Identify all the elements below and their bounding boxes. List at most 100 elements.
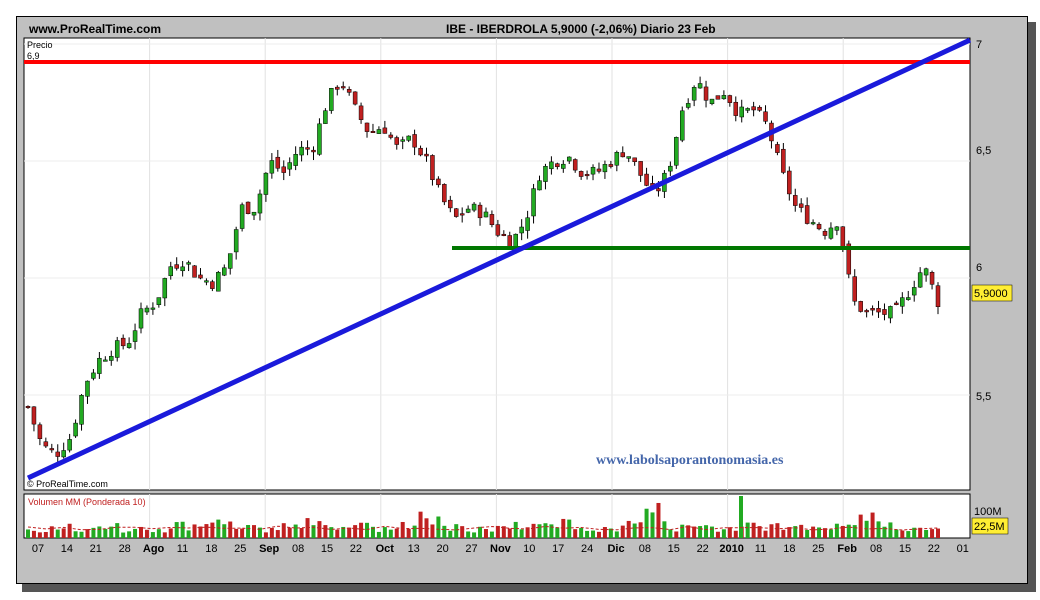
volume-bar	[293, 524, 298, 538]
candle-body	[25, 406, 31, 409]
candle-body	[852, 276, 857, 302]
x-tick-label: 15	[899, 543, 911, 555]
volume-bar	[591, 530, 596, 538]
candle-body	[370, 131, 376, 134]
candle-body	[448, 199, 453, 209]
x-tick-label: 01	[957, 543, 969, 555]
volume-bar	[370, 526, 375, 538]
candle-body	[846, 243, 852, 275]
volume-bar	[882, 526, 887, 538]
candle-body	[144, 307, 150, 313]
volume-bar	[501, 526, 506, 538]
candle-body	[412, 134, 417, 148]
x-tick-label: 10	[523, 543, 535, 555]
volume-bar	[906, 531, 911, 538]
x-tick-label: 07	[32, 543, 44, 555]
volume-bar	[335, 529, 340, 538]
candle-body	[251, 211, 257, 216]
candle-body	[79, 395, 84, 425]
candle-body	[299, 146, 304, 156]
candle-body	[757, 106, 762, 111]
candle-body	[335, 86, 340, 90]
candle-body	[376, 129, 382, 134]
candle-body	[888, 306, 893, 319]
candle-body	[555, 163, 560, 168]
x-tick-label: 18	[783, 543, 795, 555]
volume-bar	[912, 527, 917, 538]
candle-body	[150, 307, 156, 310]
x-tick-label: 15	[321, 543, 333, 555]
candle-body	[85, 380, 90, 397]
volume-bar	[608, 528, 613, 538]
candle-body	[745, 108, 750, 111]
x-axis-ticks: 07 14 21 28 Ago 11 18 25 Sep 08 15 22 Oct 13 20 27 Nov 10…	[32, 543, 969, 555]
price-axis-label: Precio	[27, 40, 53, 50]
volume-bar	[341, 526, 346, 538]
site-label: www.ProRealTime.com	[29, 22, 162, 36]
candle-body	[537, 180, 542, 191]
volume-bar	[287, 527, 292, 538]
candle-body	[91, 372, 96, 379]
candle-body	[204, 280, 209, 283]
candle-body	[31, 406, 37, 425]
candle-body	[114, 340, 120, 358]
candle-body	[120, 337, 126, 347]
x-tick-label: 13	[408, 543, 420, 555]
volume-bar	[763, 530, 768, 538]
candle-body	[810, 222, 816, 225]
candle-body	[406, 135, 411, 141]
candle-body	[721, 95, 727, 100]
candle-body	[465, 208, 471, 213]
x-tick-label: 11	[177, 543, 188, 555]
candle-body	[602, 164, 608, 173]
candle-body	[453, 208, 459, 217]
candle-body	[340, 86, 346, 89]
volume-bar	[382, 527, 387, 538]
candle-body	[471, 203, 477, 211]
volume-label: Volumen MM (Ponderada 10)	[28, 497, 146, 507]
volume-bar	[317, 521, 322, 538]
volume-bar	[323, 525, 328, 538]
volume-bar	[721, 529, 726, 538]
candle-body	[109, 355, 114, 361]
volume-bar	[311, 525, 316, 538]
candle-body	[311, 149, 316, 153]
x-tick-label: 11	[755, 543, 766, 555]
volume-bar	[246, 525, 251, 538]
candle-body	[192, 265, 197, 278]
candle-body	[43, 441, 49, 447]
candle-body	[269, 160, 275, 174]
volume-bar	[507, 528, 512, 538]
candle-body	[804, 205, 810, 224]
candle-body	[394, 137, 400, 145]
volume-bar	[858, 514, 863, 538]
volume-bar	[85, 529, 90, 538]
chart-header: www.ProRealTime.com IBE - IBERDROLA 5,90…	[16, 18, 1026, 38]
candle-body	[870, 308, 875, 311]
candle-body	[174, 264, 179, 269]
volume-bar	[49, 526, 54, 538]
candle-body	[685, 103, 691, 108]
volume-bar	[365, 522, 370, 538]
candlestick-series	[25, 76, 941, 465]
volume-bar	[781, 529, 786, 538]
volume-bar	[870, 512, 875, 538]
volume-bar	[478, 526, 483, 538]
volume-bar	[626, 520, 631, 538]
candle-body	[793, 195, 798, 206]
volume-bar	[448, 530, 453, 538]
x-tick-label: 08	[870, 543, 882, 555]
volume-bar	[216, 519, 221, 538]
volume-bar	[894, 529, 899, 538]
candle-body	[323, 110, 328, 124]
volume-bar	[846, 524, 851, 538]
volume-bar	[686, 525, 691, 538]
candle-body	[798, 203, 804, 208]
y-tick-5-5: 5,5	[976, 391, 991, 403]
volume-bar	[61, 528, 66, 538]
candle-body	[697, 83, 703, 89]
candle-body	[216, 272, 221, 292]
candle-body	[596, 168, 602, 172]
volume-bar	[174, 522, 179, 538]
candle-body	[894, 302, 899, 305]
